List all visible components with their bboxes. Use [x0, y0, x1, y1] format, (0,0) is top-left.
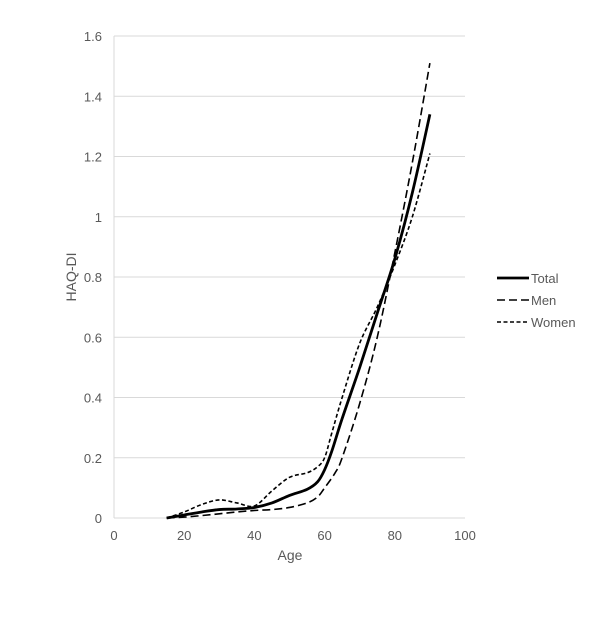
y-axis-label: HAQ-DI	[63, 253, 79, 302]
y-tick-label: 0.6	[84, 330, 102, 345]
x-axis-label: Age	[278, 547, 303, 563]
x-tick-label: 60	[317, 528, 331, 543]
x-tick-label: 40	[247, 528, 261, 543]
y-tick-label: 0.4	[84, 391, 102, 406]
x-tick-label: 20	[177, 528, 191, 543]
y-tick-label: 1	[95, 210, 102, 225]
series-line-women	[166, 153, 431, 519]
y-tick-label: 0.2	[84, 451, 102, 466]
legend-label-men: Men	[531, 293, 556, 308]
series-line-total	[166, 114, 432, 520]
legend: Total Men Women	[497, 271, 576, 330]
x-tick-label: 100	[454, 528, 476, 543]
legend-label-women: Women	[531, 315, 576, 330]
x-tick-label: 0	[110, 528, 117, 543]
y-tick-label: 0.8	[84, 270, 102, 285]
tick-labels: 0 0.2 0.4 0.6 0.8 1 1.2 1.4 1.6 0 20 40 60 80 100	[84, 29, 476, 543]
series-line-men	[166, 62, 431, 519]
gridlines	[114, 35, 465, 459]
x-tick-label: 80	[388, 528, 402, 543]
y-tick-label: 0	[95, 511, 102, 526]
y-tick-label: 1.4	[84, 89, 102, 104]
y-tick-label: 1.2	[84, 150, 102, 165]
legend-label-total: Total	[531, 271, 559, 286]
y-tick-label: 1.6	[84, 29, 102, 44]
series-lines	[166, 62, 432, 520]
